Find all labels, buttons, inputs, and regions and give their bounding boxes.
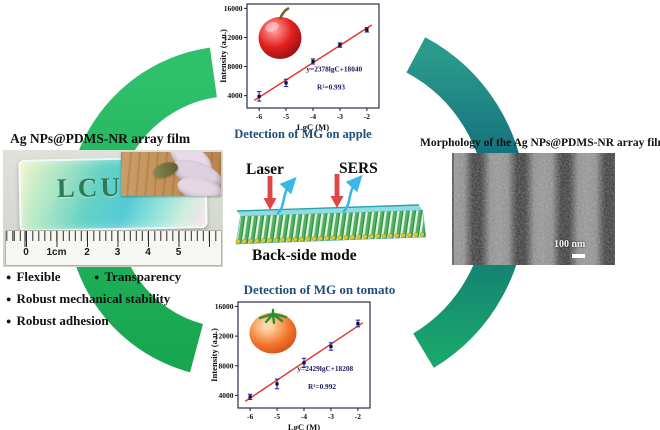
x-tick-label: -6 [247, 412, 253, 421]
scale-bar [572, 254, 585, 258]
bullet-dot-icon: ● [6, 316, 12, 326]
backside-mode-schematic [235, 174, 427, 245]
data-point [356, 321, 360, 326]
bullet-dot-icon: ● [6, 294, 12, 304]
x-tick-label: -3 [337, 112, 343, 121]
bullet-row: ● Robust adhesion [6, 314, 224, 328]
y-tick-label: 4000 [228, 91, 243, 100]
ruler-number: 3 [114, 247, 121, 258]
r-squared-label: R²=0.992 [308, 382, 336, 391]
y-tick-label: 8000 [228, 62, 243, 71]
data-point [329, 344, 333, 349]
y-axis-label: Intensity (a.u.) [210, 328, 219, 382]
x-tick-label: -5 [274, 412, 280, 421]
x-axis-label: LgC (M) [297, 122, 329, 132]
apple-calibration-chart: 4000 8000 12000 16000 -6 -5 -4 -3 -2 y=2378lgC+18… [218, 3, 380, 132]
ruler: 0 1cm 2 3 4 5 [5, 230, 222, 266]
sem-image: 100 nm [452, 153, 615, 265]
bullet-row: ● Flexible ● Transparency [6, 270, 224, 284]
film-photo: LCU 0 1cm 2 3 4 5 [3, 150, 223, 267]
nanorod-array-slab [235, 204, 427, 245]
bullet-item: ● Transparency [94, 269, 182, 284]
feature-bullet-list: ● Flexible ● Transparency ● Robust mechanical… [6, 270, 224, 336]
x-tick-label: -2 [355, 412, 361, 421]
fit-equation-label: y=2378lgC+18040 [306, 65, 362, 74]
ruler-number: 5 [175, 247, 182, 258]
left-panel-title: Ag NPs@PDMS-NR array film [10, 131, 191, 146]
yellow-nanoparticle-dots [235, 232, 425, 244]
bullet-item: ● Robust mechanical stability [6, 291, 171, 306]
scale-bar-label: 100 nm [554, 239, 586, 250]
ruler-number: 1cm [46, 247, 67, 258]
data-point [365, 28, 369, 32]
y-tick-label: 4000 [219, 391, 234, 400]
film-lcu-label: LCU [56, 171, 124, 204]
ruler-number: 4 [145, 247, 151, 258]
tomato-chart-title: Detection of MG on tomato [243, 282, 396, 297]
x-tick-label: -4 [301, 412, 307, 421]
raman-signal-arrow-icon [342, 174, 363, 214]
right-panel-title: Morphology of the Ag NPs@PDMS-NR array f… [420, 137, 660, 149]
r-squared-label: R²=0.993 [317, 82, 345, 91]
y-axis-label: Intensity (a.u.) [218, 29, 228, 83]
data-point [248, 395, 252, 399]
laser-arrow-icon [330, 174, 344, 208]
data-point [302, 361, 306, 365]
laser-arrow-icon [263, 176, 277, 210]
data-point [257, 94, 261, 98]
fit-equation-label: y=2429lgC+18208 [297, 364, 353, 373]
ruler-number: 2 [84, 247, 90, 258]
bullet-item: ● Flexible [6, 269, 61, 284]
ruler-number: 0 [23, 247, 29, 258]
y-tick-label: 16000 [215, 302, 234, 311]
x-tick-label: -6 [256, 112, 262, 121]
data-point [338, 43, 342, 47]
apple-icon [258, 6, 302, 59]
data-point [284, 81, 288, 85]
bullet-row: ● Robust mechanical stability [6, 292, 224, 306]
laser-label: Laser [246, 161, 284, 178]
apple-chart-title: Detection of MG on apple [234, 127, 372, 141]
sem-grain-texture [452, 153, 615, 265]
data-point [275, 382, 279, 386]
x-tick-label: -5 [283, 112, 289, 121]
y-tick-label: 12000 [224, 33, 243, 42]
data-point [311, 59, 315, 64]
glove-inset-photo [121, 152, 221, 196]
x-tick-label: -4 [310, 112, 316, 121]
raman-signal-arrow-icon [276, 176, 297, 216]
x-axis-label: LgC (M) [288, 422, 320, 430]
bullet-dot-icon: ● [94, 272, 100, 282]
x-tick-label: -2 [364, 112, 370, 121]
x-tick-label: -3 [328, 412, 334, 421]
bullet-item: ● Robust adhesion [6, 313, 109, 328]
backside-mode-label: Back-side mode [252, 247, 357, 264]
sers-label: SERS [339, 160, 378, 177]
y-tick-label: 12000 [215, 332, 234, 341]
tomato-icon [249, 308, 297, 354]
y-tick-label: 16000 [224, 4, 243, 13]
y-tick-label: 8000 [219, 361, 234, 370]
bullet-dot-icon: ● [6, 272, 12, 282]
tomato-calibration-chart: 4000 8000 12000 16000 -6 -5 -4 -3 -2 y=2429lgC+18… [210, 301, 371, 430]
